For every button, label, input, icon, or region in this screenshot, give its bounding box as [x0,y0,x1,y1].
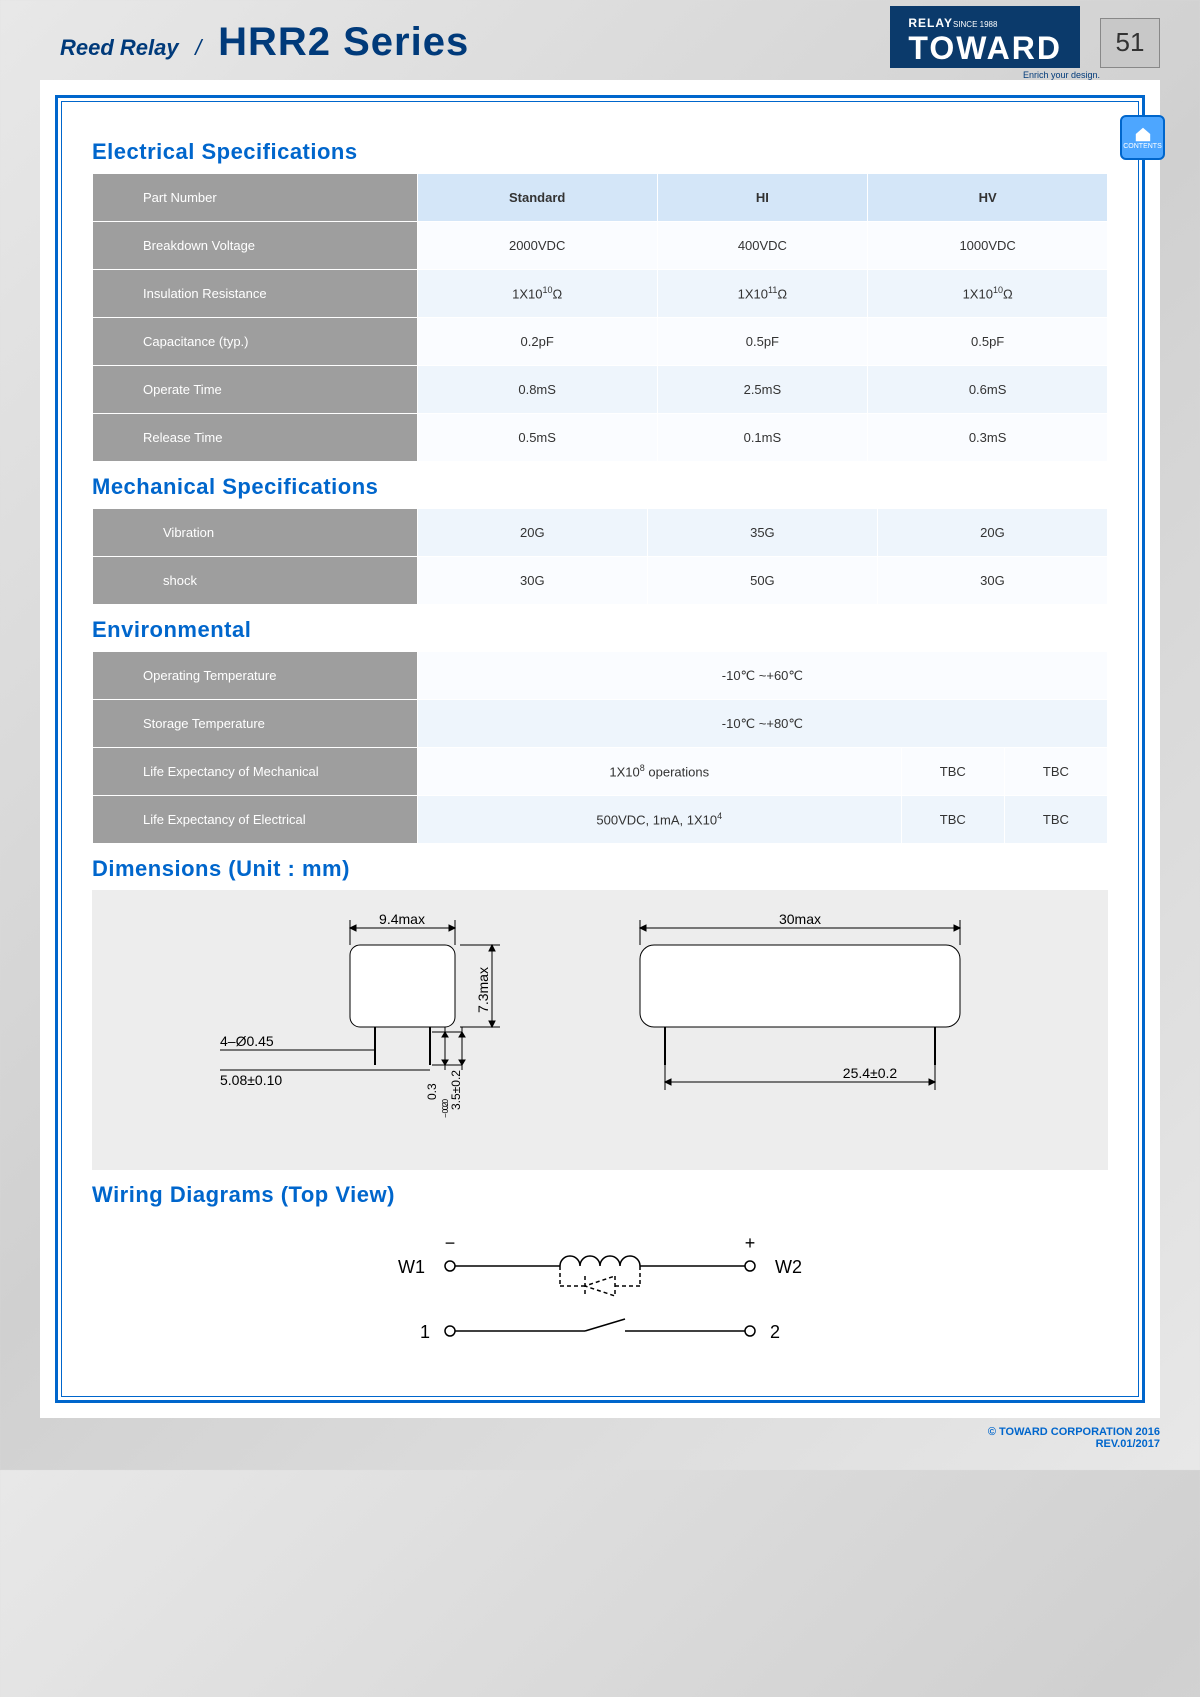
logo-block: RELAYSINCE 1988 TOWARD Enrich your desig… [890,6,1100,80]
section-electrical: Electrical Specifications [92,139,1108,165]
logo-since: SINCE 1988 [953,20,997,29]
svg-text:25.4±0.2: 25.4±0.2 [843,1065,898,1081]
col-hi: HI [657,174,868,222]
front-view-svg: 30max 25.4±0.2 [600,910,1000,1150]
col-hv: HV [868,174,1108,222]
section-mechanical: Mechanical Specifications [92,474,1108,500]
svg-text:+: + [745,1233,756,1253]
table-row: Operate Time 0.8mS 2.5mS 0.6mS [93,366,1108,414]
page-header: Reed Relay / HRR2 Series RELAYSINCE 1988… [0,0,1200,80]
svg-text:4–Ø0.45: 4–Ø0.45 [220,1033,274,1049]
svg-text:1: 1 [420,1322,430,1342]
wiring-svg: W1 W2 − + 1 2 [390,1231,810,1361]
svg-text:0.3: 0.3 [425,1083,439,1100]
table-row: Capacitance (typ.) 0.2pF 0.5pF 0.5pF [93,318,1108,366]
copyright: © TOWARD CORPORATION 2016 [0,1426,1160,1438]
series-title: HRR2 Series [218,20,469,64]
table-row: Insulation Resistance 1X1010Ω 1X1011Ω 1X… [93,270,1108,318]
svg-text:5.08±0.10: 5.08±0.10 [220,1072,282,1088]
table-row: Breakdown Voltage 2000VDC 400VDC 1000VDC [93,222,1108,270]
table-row: Storage Temperature -10℃ ~+80℃ [93,700,1108,748]
svg-text:W1: W1 [398,1257,425,1277]
table-row: Release Time 0.5mS 0.1mS 0.3mS [93,414,1108,462]
section-wiring: Wiring Diagrams (Top View) [92,1182,1108,1208]
section-environmental: Environmental [92,617,1108,643]
logo-tagline: Enrich your design. [890,70,1100,80]
dimensions-diagram: 9.4max 7.3max 4–Ø0.45 5.08±0.10 0.3 0.0 … [92,890,1108,1170]
logo-toward: TOWARD [908,32,1062,64]
side-view-svg: 9.4max 7.3max 4–Ø0.45 5.08±0.10 0.3 0.0 … [200,910,540,1150]
section-dimensions: Dimensions (Unit : mm) [92,856,1108,882]
table-row: shock 30G 50G 30G [93,557,1108,605]
svg-text:W2: W2 [775,1257,802,1277]
contents-tab[interactable]: CONTENTS [1120,115,1165,160]
table-row: Vibration 20G 35G 20G [93,509,1108,557]
svg-text:3.5±0.2: 3.5±0.2 [449,1070,463,1110]
title-block: Reed Relay / HRR2 Series [60,20,890,65]
page-footer: © TOWARD CORPORATION 2016 REV.01/2017 [0,1418,1200,1470]
svg-text:30max: 30max [779,911,821,927]
svg-text:−: − [445,1233,456,1253]
content-frame: CONTENTS Electrical Specifications Part … [40,80,1160,1418]
table-row: Life Expectancy of Electrical 500VDC, 1m… [93,796,1108,844]
environmental-table: Operating Temperature -10℃ ~+60℃ Storage… [92,651,1108,844]
col-standard: Standard [417,174,657,222]
logo-relay: RELAY [908,16,953,30]
subtitle: Reed Relay [60,35,179,60]
table-row: Operating Temperature -10℃ ~+60℃ [93,652,1108,700]
electrical-table: Part Number Standard HI HV Breakdown Vol… [92,173,1108,462]
header-partnum: Part Number [93,174,418,222]
svg-text:7.3max: 7.3max [475,967,491,1013]
svg-text:9.4max: 9.4max [379,911,425,927]
table-row: Life Expectancy of Mechanical 1X108 oper… [93,748,1108,796]
contents-label: CONTENTS [1123,143,1162,150]
revision: REV.01/2017 [0,1438,1160,1450]
wiring-diagram: W1 W2 − + 1 2 [92,1216,1108,1376]
slash: / [183,35,214,60]
page-number: 51 [1100,18,1160,68]
svg-text:2: 2 [770,1322,780,1342]
mechanical-table: Vibration 20G 35G 20G shock 30G 50G 30G [92,508,1108,605]
